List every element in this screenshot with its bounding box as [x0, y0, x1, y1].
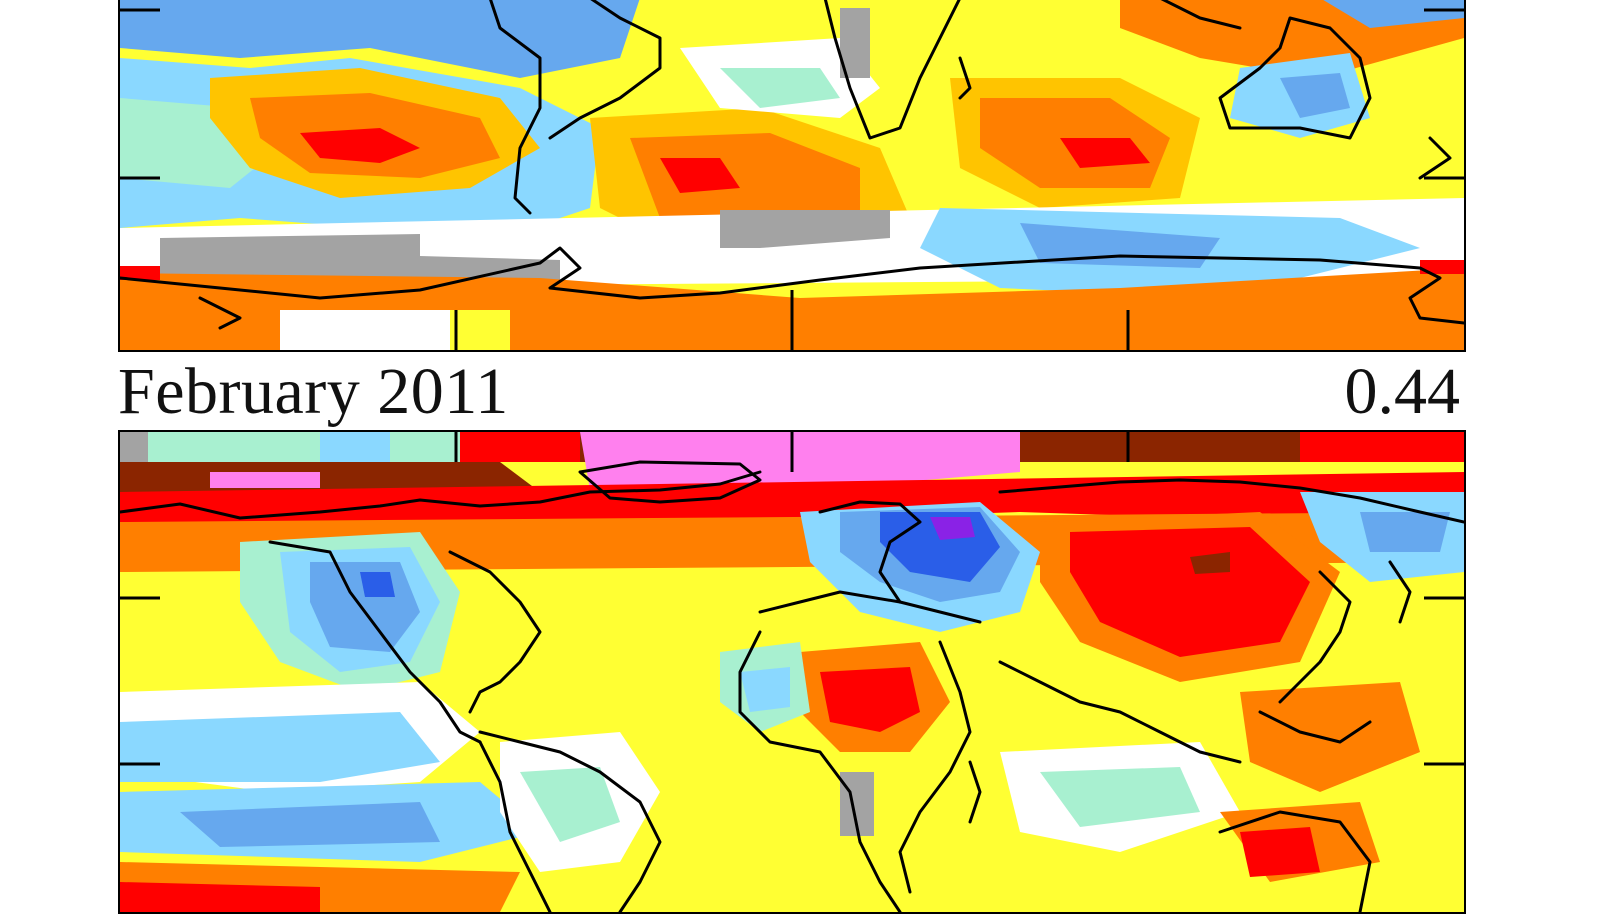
coastline-south-america-west [478, 740, 552, 912]
anomaly-region [1070, 527, 1310, 657]
panel-title: February 2011 [118, 355, 509, 428]
coastline-arctic [120, 470, 762, 520]
anomaly-region [120, 472, 1464, 532]
coastline-south-america [478, 730, 662, 912]
coastline-south-america [548, 0, 662, 140]
anomaly-region [1060, 138, 1150, 168]
anomaly-region [1360, 512, 1450, 552]
anomaly-region [360, 572, 395, 597]
coastline-south-asia [998, 660, 1242, 764]
coastline-africa-east [898, 640, 972, 894]
coastline-madagascar [958, 56, 972, 100]
anomaly-region [320, 432, 390, 462]
missing-data [160, 234, 560, 280]
coastline-antarctica [120, 246, 1464, 325]
coastline-new-zealand [1418, 136, 1452, 180]
anomaly-region [210, 472, 320, 488]
coastline-japan [1388, 560, 1412, 624]
anomaly-region [1240, 682, 1420, 792]
anomaly-region [1240, 827, 1320, 877]
coastline-australia [1218, 810, 1372, 912]
anomaly-region [120, 0, 640, 78]
coastline-siberia [998, 478, 1464, 524]
coastline-mediterranean [758, 590, 982, 624]
coastline-scandinavia [818, 500, 922, 604]
coastline-south-america [489, 0, 542, 215]
anomaly-region [720, 68, 840, 108]
coastline-east-asia [1278, 570, 1352, 704]
anomaly-region [180, 802, 440, 847]
coastline-australia [1218, 16, 1372, 140]
anomaly-region [120, 882, 320, 912]
anomaly-region [280, 310, 450, 350]
missing-data [720, 210, 890, 248]
anomaly-map-february-2011-svg [120, 432, 1464, 912]
anomaly-region [1280, 73, 1350, 118]
anomaly-region [520, 767, 620, 842]
anomaly-region [300, 128, 420, 163]
anomaly-region [930, 517, 975, 540]
anomaly-region [1420, 260, 1464, 274]
anomaly-map-previous [118, 0, 1466, 352]
anomaly-region [740, 667, 790, 712]
coastline-africa-west [738, 630, 902, 912]
anomaly-region [660, 158, 740, 193]
coastline-madagascar [968, 760, 982, 824]
anomaly-region [120, 712, 440, 782]
anomaly-region [580, 432, 1020, 494]
coastline-africa [823, 0, 961, 140]
anomaly-region [460, 432, 580, 462]
anomaly-map-previous-svg [120, 0, 1464, 350]
anomaly-region [120, 432, 460, 462]
coastline-north-america-east [448, 550, 542, 714]
coastline-indonesia [1258, 710, 1372, 744]
panel-global-mean-value: 0.44 [1344, 355, 1461, 428]
anomaly-region [120, 266, 160, 280]
anomaly-region [820, 667, 920, 732]
anomaly-region [1323, 0, 1464, 28]
coastline-indonesia [1160, 0, 1242, 30]
coastline-antarctica [198, 296, 242, 330]
anomaly-region [1300, 432, 1464, 462]
anomaly-region [450, 310, 510, 350]
coastline-north-america-west [268, 540, 482, 744]
anomaly-region [1040, 767, 1200, 827]
anomaly-region [1190, 552, 1230, 574]
anomaly-map-february-2011 [118, 430, 1466, 914]
missing-data [120, 432, 148, 462]
coastline-greenland [578, 460, 762, 504]
